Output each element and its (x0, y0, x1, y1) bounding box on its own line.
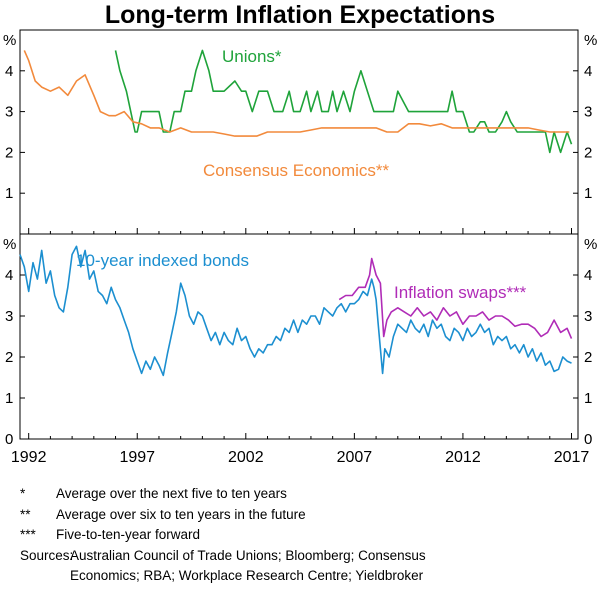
series-line-1 (338, 257, 573, 339)
series-line-0 (114, 49, 573, 154)
chart-title: Long-term Inflation Expectations (104, 1, 496, 29)
footnote-text: Average over six to ten years in the fut… (56, 506, 306, 522)
y-tick-label-left: 0 (5, 431, 13, 448)
x-tick-label: 2017 (554, 449, 590, 466)
series-label: Unions* (222, 47, 282, 66)
chart-frame (19, 29, 579, 440)
y-unit-label-left: % (3, 32, 16, 49)
y-tick-label-left: 4 (5, 63, 13, 80)
y-unit-label-right: % (584, 32, 597, 49)
series-line-0 (19, 245, 572, 377)
y-tick-label-left: 2 (5, 349, 13, 366)
y-tick-label-left: 1 (5, 185, 13, 202)
y-tick-label-left: 3 (5, 308, 13, 325)
chart-notes: * Average over the next five to ten year… (0, 484, 600, 586)
chart-series (19, 49, 573, 377)
chart-axes: % % 1 1 2 2 3 3 4 4% % 0 0 1 1 2 2 3 3 4 4 1992 1997 2002 2007 20… (3, 32, 597, 466)
series-label: Inflation swaps*** (394, 283, 527, 302)
x-tick-label: 2012 (445, 449, 481, 466)
y-tick-label-left: 1 (5, 390, 13, 407)
y-tick-label-right: 0 (584, 431, 592, 448)
y-tick-label-left: 3 (5, 104, 13, 121)
y-tick-label-left: 4 (5, 267, 13, 284)
footnote-3: *** Five-to-ten-year forward (0, 525, 600, 546)
y-tick-label-right: 2 (584, 144, 592, 161)
y-tick-label-left: 2 (5, 144, 13, 161)
series-label: 10-year indexed bonds (76, 251, 249, 270)
y-tick-label-right: 3 (584, 104, 592, 121)
footnote-text: Average over the next five to ten years (56, 486, 287, 501)
y-tick-label-right: 1 (584, 390, 592, 407)
sources-label: Sources: (20, 547, 74, 563)
footnote-mark: * (20, 486, 26, 501)
footnote-mark: ** (20, 506, 31, 522)
series-line-1 (23, 50, 570, 137)
footnote-mark: *** (20, 527, 36, 542)
footnote-2: ** Average over six to ten years in the … (0, 505, 600, 526)
chart-area: % % 1 1 2 2 3 3 4 4% % 0 0 1 1 2 2 3 3 4 4 1992 1997 2002 2007 20… (3, 29, 597, 466)
chart-labels: Unions* Consensus Economics** 10-year inde… (76, 47, 527, 302)
y-tick-label-right: 4 (584, 267, 592, 284)
sources: Sources:Australian Council of Trade Unio… (20, 546, 580, 586)
x-tick-label: 1992 (11, 449, 47, 466)
y-tick-label-right: 3 (584, 308, 592, 325)
footnote-1: * Average over the next five to ten year… (0, 484, 600, 505)
y-unit-label-right: % (584, 236, 597, 253)
y-tick-label-right: 2 (584, 349, 592, 366)
sources-text: Australian Council of Trade Unions; Bloo… (70, 547, 426, 583)
y-unit-label-left: % (3, 236, 16, 253)
series-label: Consensus Economics** (203, 161, 390, 180)
footnote-text: Five-to-ten-year forward (56, 527, 201, 542)
y-tick-label-right: 1 (584, 185, 592, 202)
x-tick-label: 1997 (119, 449, 155, 466)
y-tick-label-right: 4 (584, 63, 592, 80)
x-tick-label: 2007 (337, 449, 373, 466)
x-tick-label: 2002 (228, 449, 264, 466)
